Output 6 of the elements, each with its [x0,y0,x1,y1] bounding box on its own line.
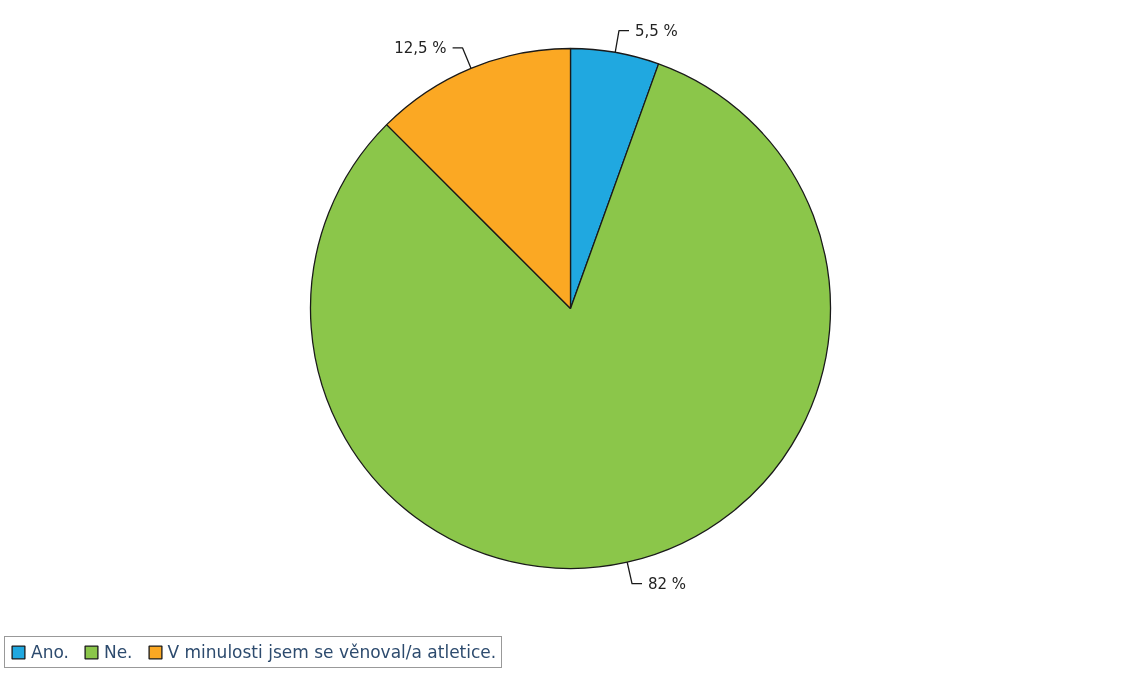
legend-label: V minulosti jsem se věnoval/a atletice. [167,642,497,662]
data-label: 82 % [648,574,687,593]
data-label: 5,5 % [634,21,678,40]
data-label: 12,5 % [394,38,447,57]
legend-label: Ano. [31,642,69,662]
legend-label: Ne. [103,642,133,662]
